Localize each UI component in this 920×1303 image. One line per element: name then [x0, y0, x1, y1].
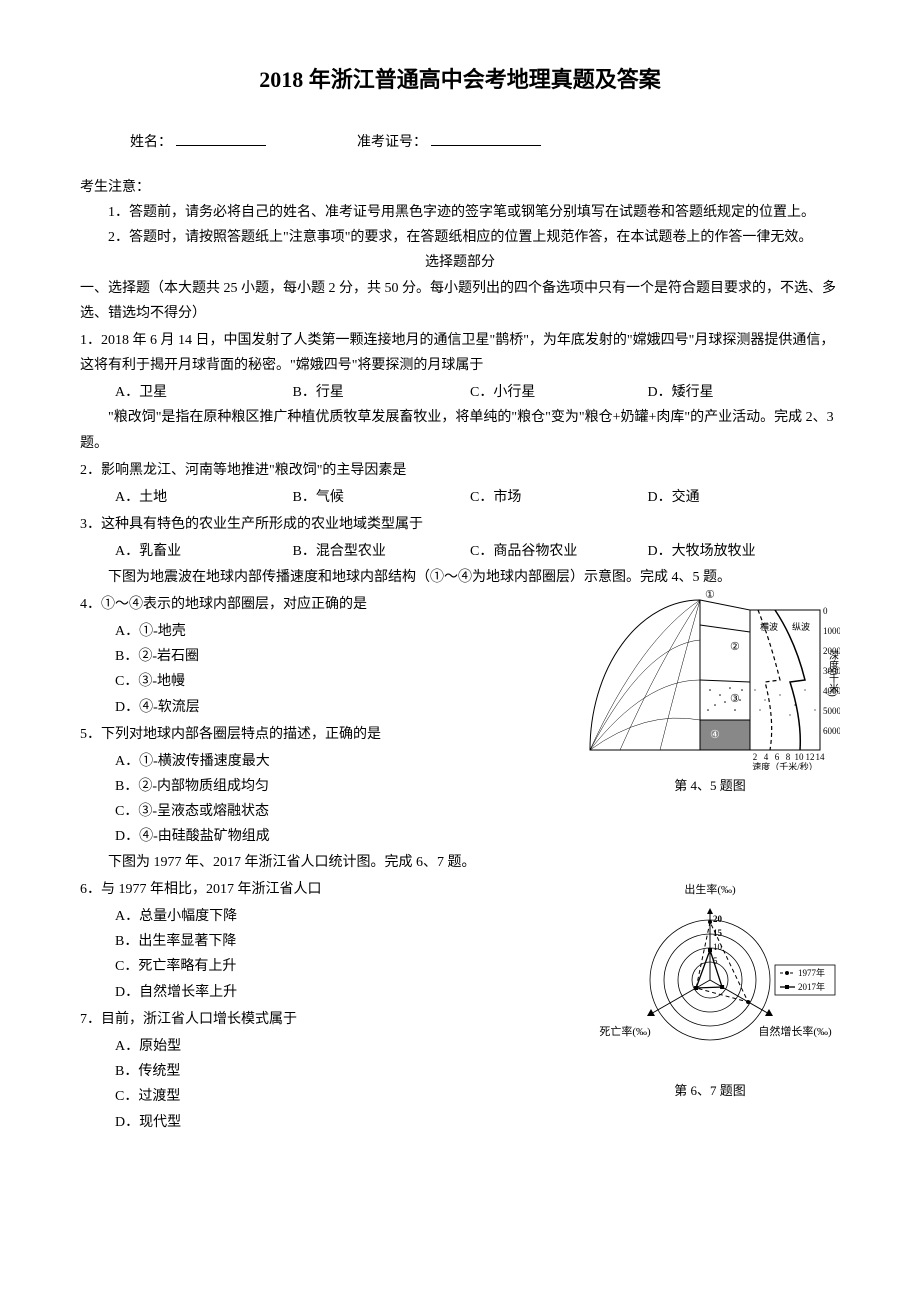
notice-head: 考生注意：	[80, 175, 840, 200]
page-title: 2018 年浙江普通高中会考地理真题及答案	[80, 60, 840, 100]
svg-text:1000: 1000	[823, 626, 840, 636]
q3-c[interactable]: C．商品谷物农业	[470, 539, 644, 564]
q1-opts: A．卫星 B．行星 C．小行星 D．矮行星	[80, 380, 840, 405]
svg-text:4: 4	[764, 752, 769, 762]
svg-text:10: 10	[713, 942, 723, 952]
svg-text:14: 14	[816, 752, 826, 762]
zongbo-label: 纵波	[792, 621, 810, 632]
fig45-caption: 第 4、5 题图	[580, 774, 840, 797]
q3-b[interactable]: B．混合型农业	[293, 539, 467, 564]
q1-a[interactable]: A．卫星	[115, 380, 289, 405]
q2-a[interactable]: A．土地	[115, 485, 289, 510]
earth-structure-diagram: ① ② ③ ④ 0 1000 2000 3000 4000 5000 6000 …	[580, 590, 840, 770]
q1-text: 1．2018 年 6 月 14 日，中国发射了人类第一颗连接地月的通信卫星"鹊桥…	[80, 328, 840, 378]
svg-text:6: 6	[775, 752, 780, 762]
q4-a[interactable]: A．①-地壳	[115, 619, 463, 644]
q7-a[interactable]: A．原始型	[115, 1034, 463, 1059]
intro-67: 下图为 1977 年、2017 年浙江省人口统计图。完成 6、7 题。	[80, 850, 840, 875]
q2-c[interactable]: C．市场	[470, 485, 644, 510]
q2-b[interactable]: B．气候	[293, 485, 467, 510]
q3-d[interactable]: D．大牧场放牧业	[648, 539, 822, 564]
q1-b[interactable]: B．行星	[293, 380, 467, 405]
circled-2: ②	[730, 641, 740, 653]
fig67: 5 10 15 20 出生率(‰) 死亡率(‰) 自然增长率(‰) 1977年 …	[580, 875, 840, 1102]
part-desc: 一、选择题（本大题共 25 小题，每小题 2 分，共 50 分。每小题列出的四个…	[80, 276, 840, 326]
q7-c[interactable]: C．过渡型	[115, 1084, 463, 1109]
intro-45: 下图为地震波在地球内部传播速度和地球内部结构（①～④为地球内部圈层）示意图。完成…	[80, 565, 840, 590]
speed-label: 速度（千米/秒）	[752, 761, 818, 770]
q7-b[interactable]: B．传统型	[115, 1059, 463, 1084]
svg-text:10: 10	[795, 752, 805, 762]
q1-c[interactable]: C．小行星	[470, 380, 644, 405]
fig67-caption: 第 6、7 题图	[580, 1079, 840, 1102]
q5-c[interactable]: C．③-呈液态或熔融状态	[80, 799, 840, 824]
svg-text:0: 0	[823, 606, 828, 616]
population-radar-chart: 5 10 15 20 出生率(‰) 死亡率(‰) 自然增长率(‰) 1977年 …	[580, 875, 840, 1075]
q4-b[interactable]: B．②-岩石圈	[115, 644, 463, 669]
q4-c[interactable]: C．③-地幔	[115, 669, 463, 694]
svg-text:6000: 6000	[823, 726, 840, 736]
name-label: 姓名：	[130, 135, 172, 150]
notice-2: 2．答题时，请按照答题纸上"注意事项"的要求，在答题纸相应的位置上规范作答，在本…	[80, 225, 840, 250]
circled-4: ④	[710, 729, 720, 741]
notice-1: 1．答题前，请务必将自己的姓名、准考证号用黑色字迹的签字笔或钢笔分别填写在试题卷…	[80, 200, 840, 225]
death-axis: 死亡率(‰)	[599, 1024, 651, 1038]
svg-text:5000: 5000	[823, 706, 840, 716]
circled-1: ①	[705, 590, 715, 601]
svg-text:15: 15	[713, 928, 723, 938]
name-blank[interactable]	[176, 145, 266, 146]
fig45: ① ② ③ ④ 0 1000 2000 3000 4000 5000 6000 …	[580, 590, 840, 797]
info-line: 姓名： 准考证号：	[130, 130, 840, 155]
admission-blank[interactable]	[431, 145, 541, 146]
legend-1977: 1977年	[798, 967, 825, 978]
svg-text:12: 12	[806, 752, 815, 762]
svg-text:20: 20	[713, 914, 723, 924]
birth-axis: 出生率(‰)	[684, 882, 736, 896]
growth-axis: 自然增长率(‰)	[758, 1024, 832, 1038]
svg-text:2: 2	[753, 752, 758, 762]
q2-text: 2．影响黑龙江、河南等地推进"粮改饲"的主导因素是	[80, 458, 840, 483]
svg-text:8: 8	[786, 752, 791, 762]
q3-a[interactable]: A．乳畜业	[115, 539, 289, 564]
circled-3: ③	[730, 693, 740, 705]
depth-label: 深度(千米)	[827, 650, 839, 697]
q7-d[interactable]: D．现代型	[115, 1110, 463, 1135]
q2-opts: A．土地 B．气候 C．市场 D．交通	[80, 485, 840, 510]
legend-2017: 2017年	[798, 981, 825, 992]
part-head: 选择题部分	[80, 250, 840, 275]
q5-d[interactable]: D．④-由硅酸盐矿物组成	[80, 824, 840, 849]
q3-opts: A．乳畜业 B．混合型农业 C．商品谷物农业 D．大牧场放牧业	[80, 539, 840, 564]
hengbo-label: 横波	[760, 621, 778, 632]
q4-d[interactable]: D．④-软流层	[115, 695, 463, 720]
q3-text: 3．这种具有特色的农业生产所形成的农业地域类型属于	[80, 512, 840, 537]
q1-d[interactable]: D．矮行星	[648, 380, 822, 405]
admission-label: 准考证号：	[357, 135, 427, 150]
q2-d[interactable]: D．交通	[648, 485, 822, 510]
intro-23: "粮改饲"是指在原种粮区推广种植优质牧草发展畜牧业，将单纯的"粮仓"变为"粮仓+…	[80, 405, 840, 455]
